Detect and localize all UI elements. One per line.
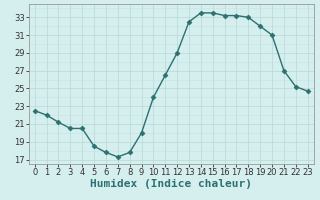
X-axis label: Humidex (Indice chaleur): Humidex (Indice chaleur) <box>90 179 252 189</box>
